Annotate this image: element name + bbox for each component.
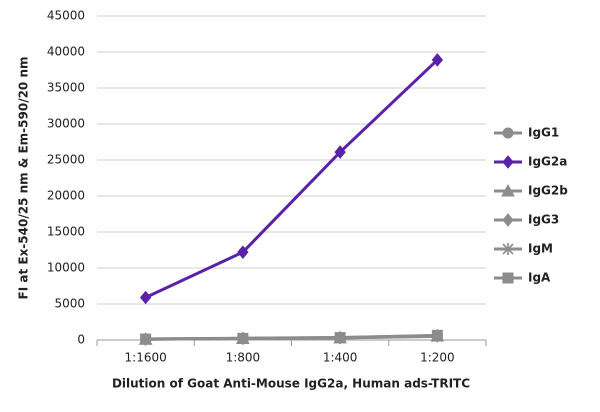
legend-marker xyxy=(502,272,514,284)
legend-label: IgG2a xyxy=(528,155,567,169)
y-tick-label: 10000 xyxy=(47,261,85,275)
x-tick-label: 1:200 xyxy=(420,351,455,365)
data-point xyxy=(334,332,346,344)
y-tick-label: 0 xyxy=(77,333,85,347)
legend-marker xyxy=(502,243,514,255)
y-tick-label: 20000 xyxy=(47,189,85,203)
y-tick-label: 15000 xyxy=(47,225,85,239)
y-tick-label: 35000 xyxy=(47,81,85,95)
data-point xyxy=(140,333,152,345)
y-tick-label: 45000 xyxy=(47,9,85,23)
x-tick-label: 1:800 xyxy=(226,351,261,365)
y-tick-label: 25000 xyxy=(47,153,85,167)
data-point xyxy=(139,290,152,305)
y-tick-label: 5000 xyxy=(54,297,85,311)
data-point xyxy=(237,245,249,259)
legend-label: IgG3 xyxy=(528,213,559,227)
data-point xyxy=(334,145,346,159)
legend-label: IgG2b xyxy=(528,184,568,198)
data-point xyxy=(431,53,444,67)
data-point xyxy=(431,329,443,341)
legend-marker xyxy=(502,155,514,169)
y-tick-label: 40000 xyxy=(47,45,85,59)
data-point xyxy=(237,332,249,344)
x-tick-label: 1:1600 xyxy=(125,351,167,365)
legend-marker xyxy=(502,213,514,227)
x-axis-label: Dilution of Goat Anti-Mouse IgG2a, Human… xyxy=(112,377,470,391)
legend-label: IgM xyxy=(528,242,553,256)
legend-marker xyxy=(502,127,514,139)
x-tick-label: 1:400 xyxy=(323,351,358,365)
legend-marker xyxy=(501,183,515,197)
y-tick-label: 30000 xyxy=(47,117,85,131)
legend-label: IgA xyxy=(528,271,551,285)
series-line xyxy=(145,333,438,341)
series-line xyxy=(144,58,439,299)
y-axis-label: FI at Ex-540/25 nm & Em-590/20 nm xyxy=(17,57,31,300)
legend-label: IgG1 xyxy=(528,126,559,140)
